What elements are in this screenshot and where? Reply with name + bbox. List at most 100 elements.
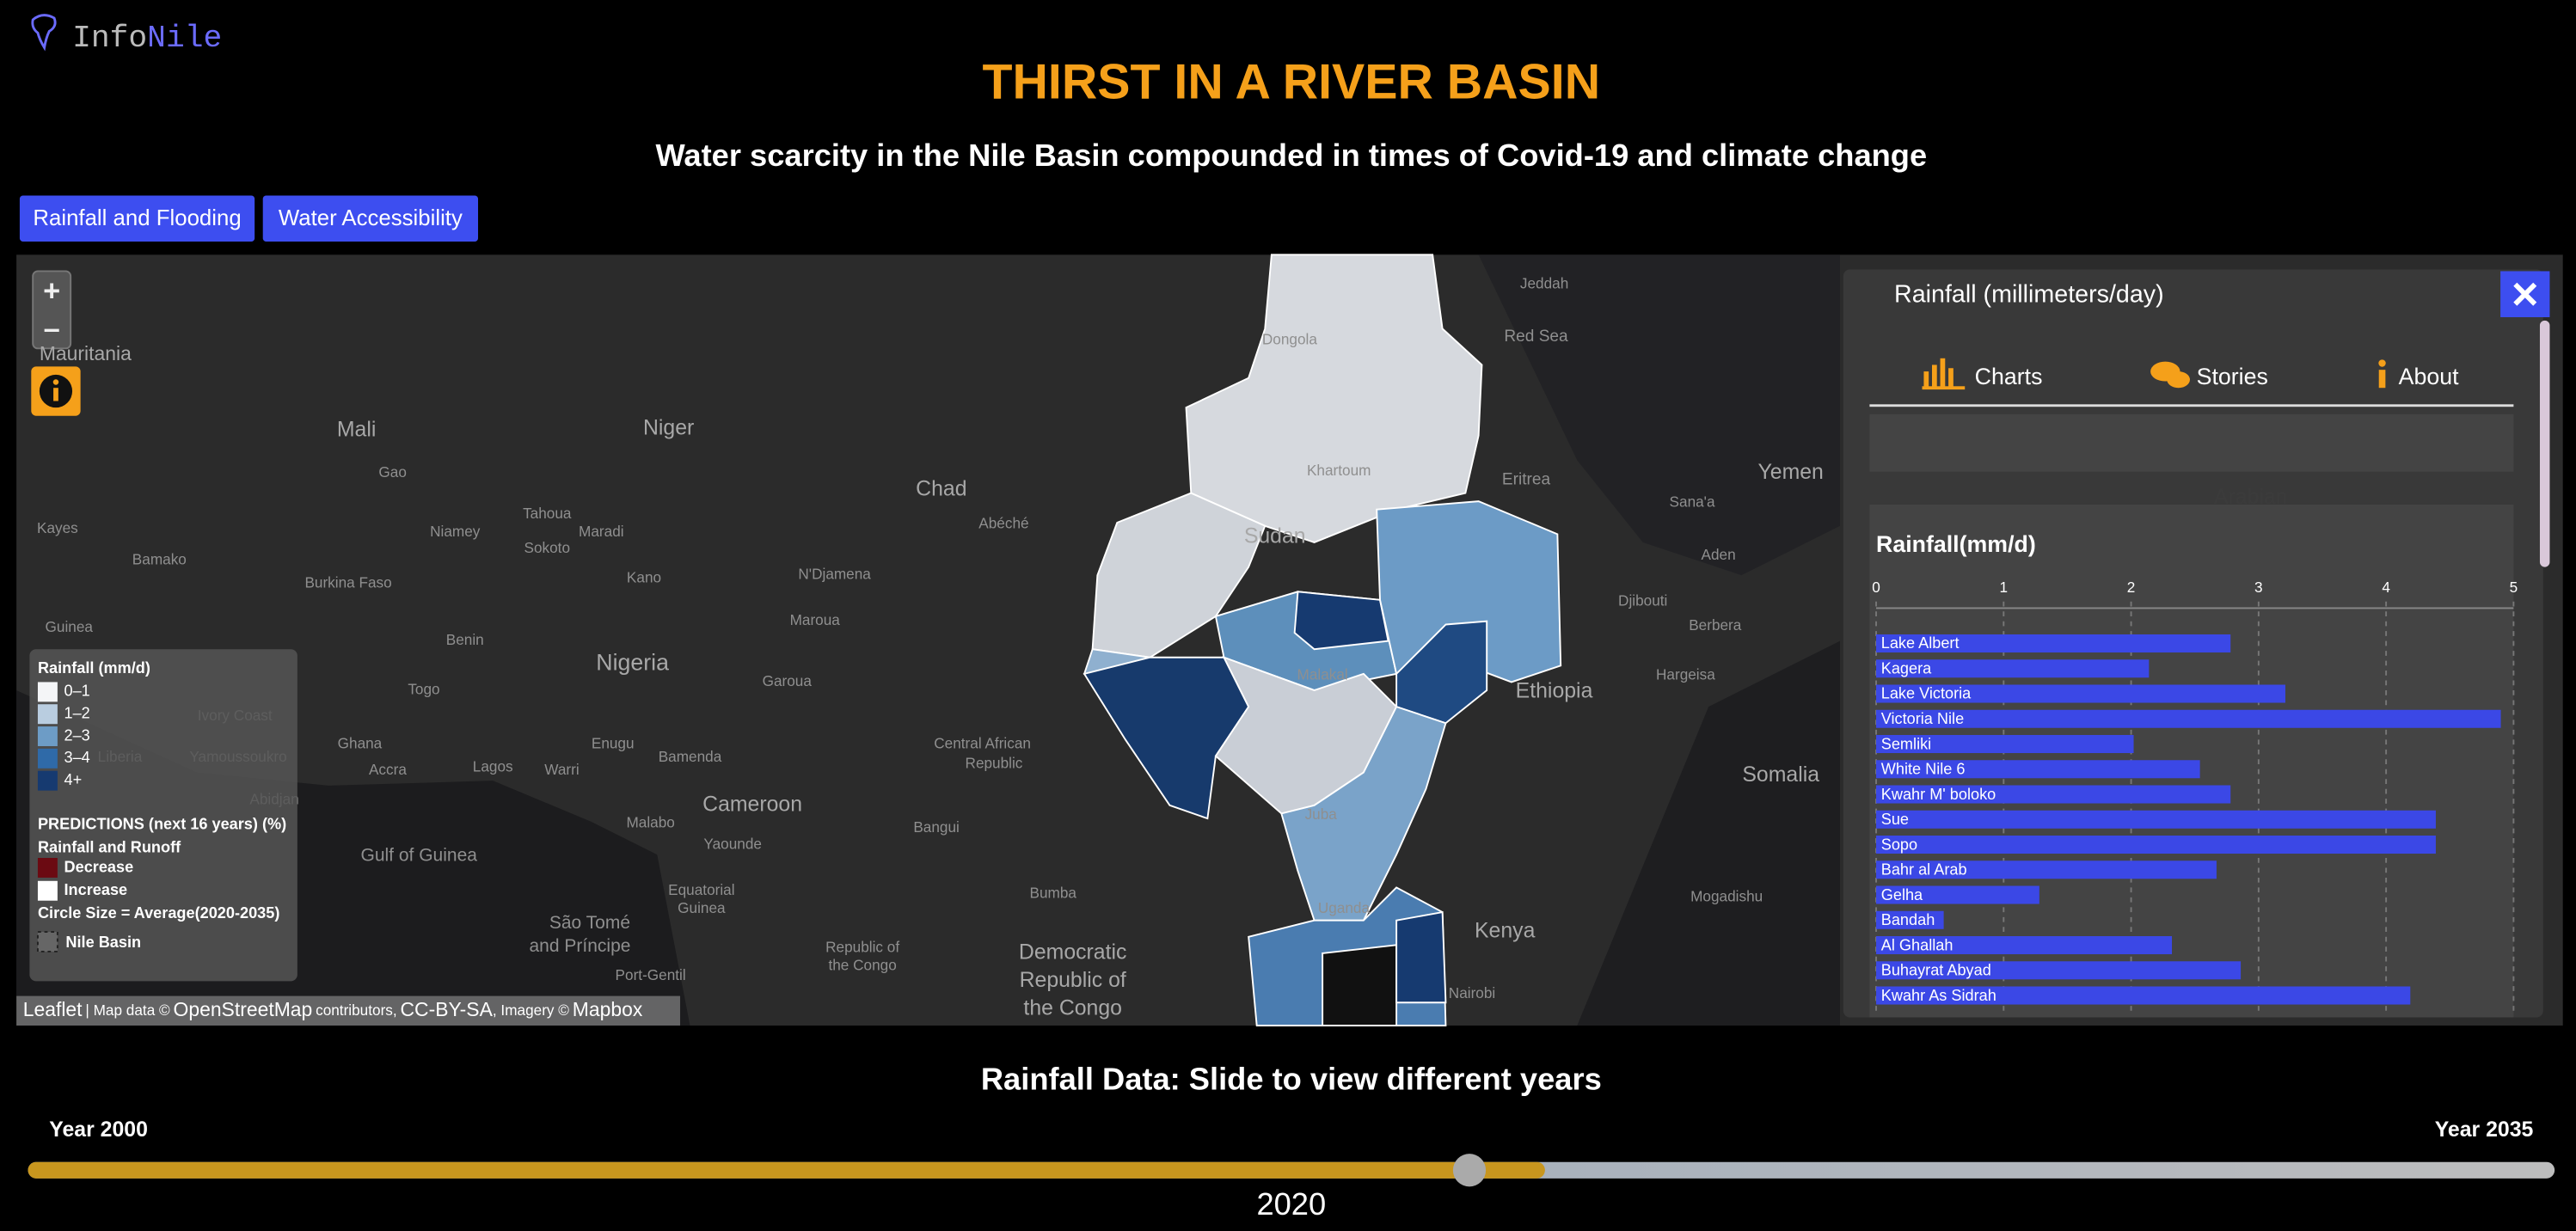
map-label: Sokoto xyxy=(524,539,570,556)
x-tick-label: 0 xyxy=(1872,579,1880,596)
bar xyxy=(1876,936,2173,955)
text: contributors, xyxy=(316,1001,397,1018)
indian-ocean xyxy=(1577,640,1840,1026)
bar xyxy=(1876,634,2231,653)
map-label: Maradi xyxy=(579,523,624,540)
legend-swatch xyxy=(36,931,58,952)
bar-label: Kwahr M' boloko xyxy=(1881,786,1996,803)
map-label: Malabo xyxy=(626,813,674,830)
map-label: Guinea xyxy=(46,618,94,635)
x-tick-label: 2 xyxy=(2127,579,2136,596)
link[interactable]: OpenStreetMap xyxy=(174,998,313,1020)
page-title: THIRST IN A RIVER BASIN xyxy=(983,55,1601,110)
red-sea xyxy=(1478,254,1840,576)
map-label: São Tomé xyxy=(549,913,630,933)
map-label: Jeddah xyxy=(1520,274,1568,291)
map-labels: Mauritania Mali Niger Chad Sudan Eritrea Yemen… xyxy=(37,274,2287,1020)
legend-swatch xyxy=(37,858,58,878)
map-label: Djibouti xyxy=(1618,591,1667,609)
map-label: Benin xyxy=(446,631,484,648)
legend xyxy=(29,649,297,982)
map-label: Aden xyxy=(1702,546,1736,563)
tab-divider xyxy=(1869,404,2514,407)
map-label: Port-Gentil xyxy=(616,966,686,983)
map-label: Mogadishu xyxy=(1690,887,1763,904)
map-label: Gulf of Guinea xyxy=(360,846,477,866)
logo-icon xyxy=(31,14,57,52)
slider-thumb[interactable] xyxy=(1452,1154,1487,1187)
map-label: Niger xyxy=(643,417,694,440)
bar-label: White Nile 6 xyxy=(1881,761,1966,778)
map-label: Republic of xyxy=(825,939,899,956)
map-label: Abéché xyxy=(978,514,1028,531)
legend-title: PREDICTIONS (next 16 years) (%) xyxy=(38,816,286,833)
subtitle: Water scarcity in the Nile Basin compoun… xyxy=(655,138,1927,173)
map-label: Niamey xyxy=(430,523,481,540)
bar-label: Al Ghallah xyxy=(1881,936,1953,953)
bar xyxy=(1876,910,1944,929)
map-label: Burkina Faso xyxy=(304,573,391,591)
map-label: Yemen xyxy=(1757,461,1823,484)
bar-chart: 0 1 2 3 4 5 Lake Albert Kagera Lake Victoria Vict… xyxy=(1872,579,2518,1016)
slider-start-label: Year 2000 xyxy=(49,1118,148,1142)
map-label: Lagos xyxy=(473,757,513,775)
map-label: Togo xyxy=(408,681,439,698)
slider-title: Rainfall Data: Slide to view different y… xyxy=(981,1062,1602,1097)
bar-label: Lake Victoria xyxy=(1881,685,1972,702)
panel-tab[interactable]: Stories xyxy=(2197,364,2268,389)
info-icon-dot xyxy=(52,379,59,385)
tab-button[interactable] xyxy=(19,195,255,242)
link[interactable]: Mapbox xyxy=(573,998,643,1020)
map-label: Equatorial xyxy=(668,881,734,898)
text: , Imagery © xyxy=(493,1001,569,1018)
scrollbar[interactable] xyxy=(2539,320,2550,567)
empty-box xyxy=(1869,413,2514,472)
legend-swatch xyxy=(37,726,58,746)
legend-label: Increase xyxy=(64,881,128,898)
panel-tab[interactable]: About xyxy=(2399,364,2459,389)
link[interactable]: CC-BY-SA xyxy=(400,998,493,1020)
tab-label[interactable]: Rainfall and Flooding xyxy=(33,206,241,230)
map-label: Malakal xyxy=(1297,665,1348,683)
map-label: Ethiopia xyxy=(1516,679,1593,702)
slider xyxy=(28,1154,1545,1187)
legend-label: 4+ xyxy=(64,771,83,788)
map-label: Eritrea xyxy=(1502,470,1551,488)
text: | Map data © xyxy=(85,1001,170,1018)
zoom-out[interactable]: – xyxy=(44,312,60,345)
legend-label: 2–3 xyxy=(64,726,90,744)
x-tick-label: 3 xyxy=(2254,579,2263,596)
x-tick-label: 1 xyxy=(2000,579,2009,596)
bar xyxy=(1876,986,2411,1005)
x-tick-label: 4 xyxy=(2382,579,2390,596)
tab-button[interactable] xyxy=(262,195,479,242)
map-label: Maroua xyxy=(790,611,841,628)
info-icon-stem xyxy=(53,388,58,401)
map-label: Democratic xyxy=(1019,940,1127,964)
map-label: Khartoum xyxy=(1307,462,1371,479)
bar xyxy=(1876,961,2242,980)
legend-swatch xyxy=(37,704,58,725)
close-icon xyxy=(2513,282,2537,306)
bar-label: Semliki xyxy=(1881,735,1931,752)
bar xyxy=(1876,734,2134,754)
map-label: Somalia xyxy=(1742,763,1819,787)
bar-label: Bahr al Arab xyxy=(1881,861,1967,879)
map-label: Accra xyxy=(369,761,407,778)
tab-label[interactable]: Water Accessibility xyxy=(279,206,463,230)
attribution-text: Leaflet | Map data © OpenStreetMap contribu… xyxy=(23,998,643,1020)
map-label: Bamenda xyxy=(659,748,722,765)
map-label: and Príncipe xyxy=(530,936,631,956)
logo[interactable]: InfoNile xyxy=(72,21,222,56)
map-label: Sana'a xyxy=(1670,493,1715,511)
link[interactable]: Leaflet xyxy=(23,998,83,1020)
bar xyxy=(1876,709,2501,728)
legend-swatch xyxy=(37,770,58,791)
legend-swatch xyxy=(37,748,58,769)
zoom-in[interactable]: + xyxy=(43,274,60,307)
legend-swatch xyxy=(37,682,58,702)
panel-tab[interactable]: Charts xyxy=(1975,364,2043,389)
legend-label: Decrease xyxy=(64,858,134,875)
legend-subtitle: Rainfall and Runoff xyxy=(38,838,181,855)
